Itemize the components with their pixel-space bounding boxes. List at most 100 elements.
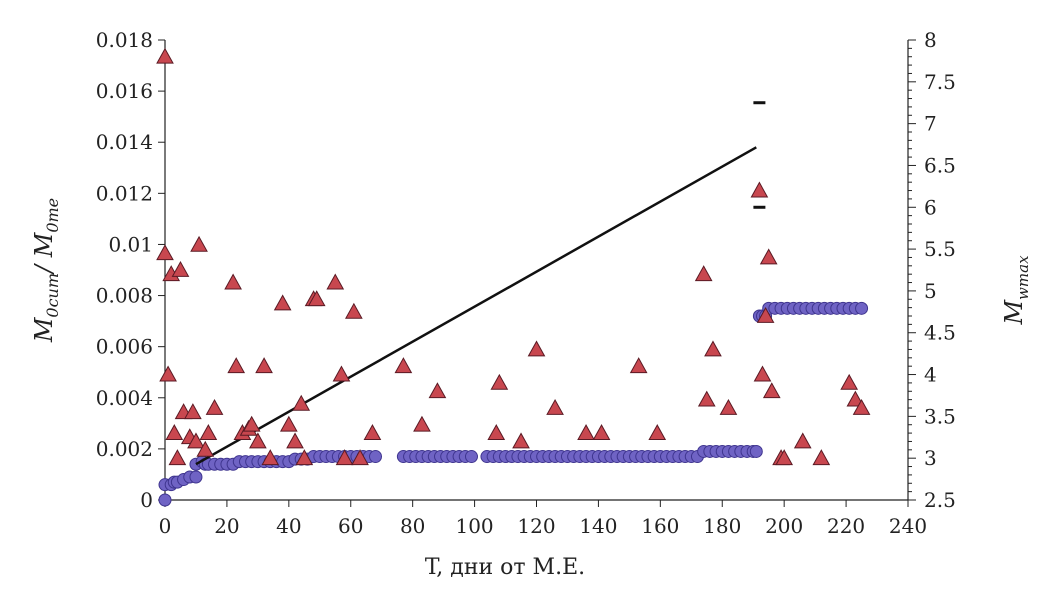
triangle-point: [196, 440, 215, 457]
triangle-point: [775, 449, 794, 466]
x-tick-label: 0: [159, 514, 172, 538]
circle-point: [855, 301, 869, 315]
y-right-tick-label: 7.5: [924, 70, 956, 94]
y-left-tick-label: 0.01: [108, 232, 153, 256]
triangle-point: [224, 273, 242, 290]
triangle-point: [697, 390, 716, 407]
triangle-point: [719, 398, 738, 415]
triangle-point: [363, 424, 382, 440]
triangle-point: [704, 340, 722, 357]
triangle-point: [592, 424, 611, 440]
triangle-point: [759, 248, 778, 265]
y-left-tick-label: 0.004: [96, 386, 153, 410]
y-right-tick-label: 2.5: [924, 488, 956, 512]
trend-line: [195, 146, 757, 466]
triangle-point: [694, 265, 713, 282]
triangle-point: [249, 432, 267, 449]
tick-labels: 0 20 40 60 80 100 120 140 160 180 200 220 240 0 0.002 0…: [96, 28, 956, 538]
triangle-point: [394, 357, 413, 374]
triangle-point: [812, 449, 831, 466]
ticks: [158, 39, 916, 507]
triangle-point: [344, 302, 363, 319]
right-axis-title: Mwmax: [1000, 255, 1032, 326]
x-tick-label: 160: [641, 514, 679, 538]
triangle-point: [577, 424, 595, 440]
triangle-point: [527, 340, 546, 357]
triangle-point: [184, 403, 202, 420]
triangle-point: [261, 449, 280, 466]
y-left-tick-label: 0.014: [96, 130, 153, 154]
x-tick-label: 120: [517, 514, 555, 538]
x-tick-label: 60: [338, 514, 363, 538]
triangle-point: [335, 449, 354, 466]
triangle-point: [332, 365, 351, 382]
x-tick-label: 100: [455, 514, 493, 538]
x-tick-label: 200: [765, 514, 803, 538]
y-left-tick-label: 0.012: [96, 181, 153, 205]
y-left-tick-label: 0.002: [96, 437, 153, 461]
triangle-point: [413, 415, 431, 432]
y-right-tick-label: 4: [924, 363, 937, 387]
triangle-point: [793, 432, 812, 449]
y-right-tick-label: 5: [924, 279, 937, 303]
x-tick-label: 80: [400, 514, 425, 538]
y-left-tick-label: 0.008: [96, 284, 153, 308]
y-right-tick-label: 6: [924, 195, 937, 219]
y-right-tick-label: 6.5: [924, 153, 956, 177]
triangle-point: [428, 382, 447, 399]
triangle-point: [512, 432, 530, 449]
triangle-point: [156, 244, 174, 261]
triangle-point: [487, 424, 506, 440]
y-left-tick-label: 0.016: [96, 79, 153, 103]
triangle-point: [326, 273, 345, 290]
triangle-point: [279, 415, 298, 432]
circle-point: [158, 493, 172, 507]
triangle-point: [846, 390, 865, 407]
circle-point: [369, 450, 383, 464]
triangle-point: [351, 449, 369, 466]
x-tick-label: 140: [579, 514, 617, 538]
triangle-point: [190, 235, 208, 252]
triangle-point: [156, 47, 174, 64]
triangle-point: [199, 424, 218, 440]
x-tick-label: 40: [276, 514, 301, 538]
x-tick-label: 240: [889, 514, 927, 538]
left-axis-title: M0cum/ M0me: [30, 198, 62, 343]
x-axis-title: T, дни от M.E.: [425, 555, 585, 580]
triangle-point: [307, 290, 326, 307]
triangle-point: [840, 373, 859, 390]
y-right-tick-label: 8: [924, 28, 937, 52]
triangle-point: [762, 382, 781, 399]
x-tick-label: 20: [214, 514, 239, 538]
axes: [164, 40, 909, 501]
triangle-point: [168, 449, 187, 466]
triangle-point: [546, 398, 564, 415]
triangle-point: [286, 432, 304, 449]
triangle-point: [171, 260, 190, 277]
triangle-point: [292, 394, 311, 411]
triangle-point: [273, 294, 292, 311]
triangle-point: [159, 365, 177, 382]
x-tick-label: 180: [703, 514, 741, 538]
triangle-point: [227, 357, 246, 374]
y-right-tick-label: 7: [924, 112, 937, 136]
triangle-point: [629, 357, 648, 374]
triangle-point: [648, 424, 667, 440]
circle-point: [749, 444, 763, 458]
triangle-point: [165, 424, 184, 440]
triangle-point: [187, 432, 205, 449]
triangle-point: [242, 415, 261, 432]
y-left-tick-label: 0.006: [96, 335, 153, 359]
triangle-point: [295, 449, 314, 466]
triangle-point: [852, 398, 871, 415]
triangle-point: [750, 181, 769, 198]
y-right-tick-label: 4.5: [924, 321, 956, 345]
triangle-point: [753, 365, 772, 382]
circle-point: [189, 470, 203, 484]
y-left-tick-label: 0: [140, 488, 153, 512]
triangle-point: [205, 398, 224, 415]
triangle-point: [255, 357, 273, 374]
circle-point: [464, 450, 478, 464]
triangle-point: [756, 306, 775, 323]
